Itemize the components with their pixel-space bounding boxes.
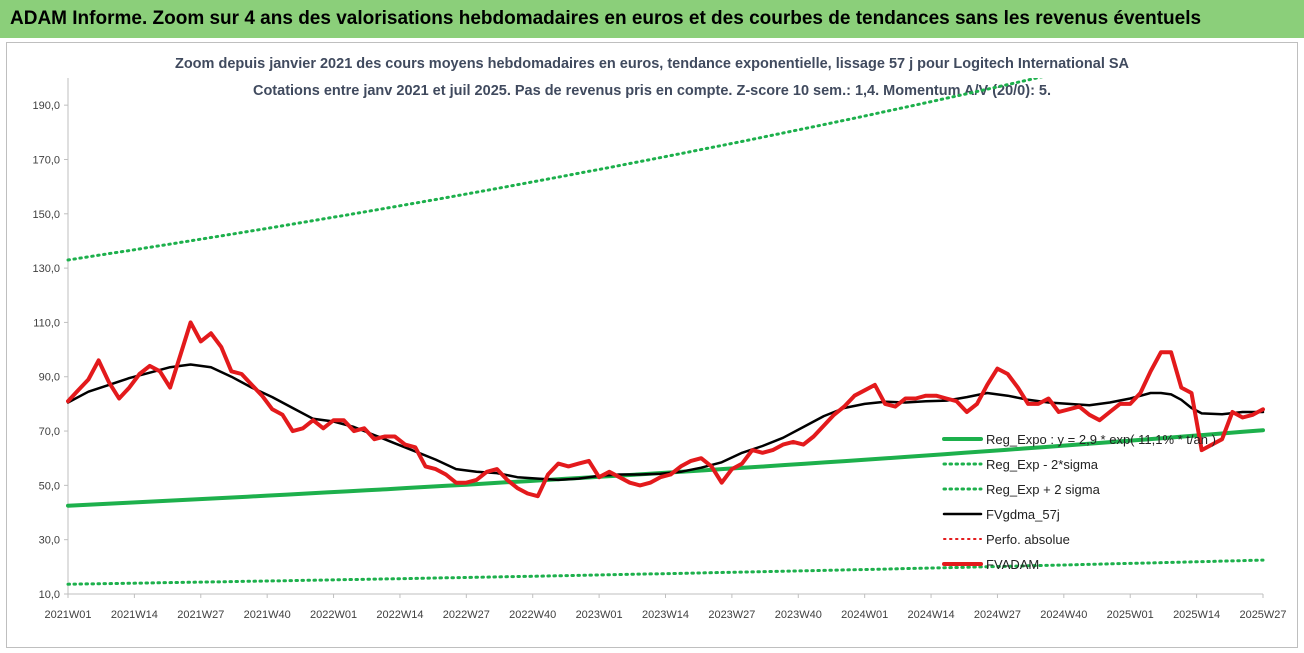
y-tick-label: 130,0 — [32, 263, 60, 275]
x-tick-label: 2023W40 — [775, 609, 822, 621]
legend-label-1: Reg_Exp - 2*sigma — [986, 457, 1099, 472]
y-tick-label: 70,0 — [39, 426, 60, 438]
x-tick-label: 2025W01 — [1107, 609, 1154, 621]
report-title: ADAM Informe. Zoom sur 4 ans des valoris… — [10, 8, 1202, 29]
x-tick-label: 2021W01 — [44, 609, 91, 621]
y-tick-label: 150,0 — [32, 209, 60, 221]
x-tick-label: 2024W40 — [1040, 609, 1087, 621]
series-line-2 — [66, 78, 1044, 262]
chart-frame — [6, 42, 1298, 648]
x-tick-label: 2022W14 — [376, 609, 423, 621]
chart-title: Zoom depuis janvier 2021 des cours moyen… — [175, 56, 1130, 72]
chart-subtitle: Cotations entre janv 2021 et juil 2025. … — [253, 83, 1051, 99]
x-tick-label: 2021W40 — [244, 609, 291, 621]
x-tick-label: 2021W27 — [177, 609, 224, 621]
x-tick-label: 2024W27 — [974, 609, 1021, 621]
x-tick-label: 2021W14 — [111, 609, 158, 621]
y-tick-label: 170,0 — [32, 154, 60, 166]
x-tick-label: 2022W27 — [443, 609, 490, 621]
y-tick-label: 110,0 — [33, 317, 60, 329]
x-tick-label: 2023W01 — [576, 609, 623, 621]
x-tick-label: 2024W14 — [908, 609, 955, 621]
x-tick-label: 2024W01 — [841, 609, 888, 621]
legend-label-0: Reg_Expo : y = 2,9 * exp( 11,1% * t/an ) — [986, 432, 1216, 447]
x-tick-label: 2025W14 — [1173, 609, 1220, 621]
y-tick-label: 10,0 — [39, 589, 60, 601]
legend-label-2: Reg_Exp + 2 sigma — [986, 482, 1101, 497]
x-tick-label: 2023W27 — [708, 609, 755, 621]
series-line-1 — [66, 558, 1265, 586]
legend-label-5: FVADAM — [986, 557, 1039, 572]
series-line-3 — [66, 363, 1265, 482]
y-tick-label: 190,0 — [32, 100, 60, 112]
y-tick-label: 90,0 — [39, 372, 60, 384]
y-tick-label: 50,0 — [39, 480, 60, 492]
y-tick-label: 30,0 — [39, 535, 60, 547]
legend-label-3: FVgdma_57j — [986, 507, 1060, 522]
x-tick-label: 2022W40 — [509, 609, 556, 621]
x-tick-label: 2023W14 — [642, 609, 689, 621]
x-tick-label: 2025W27 — [1239, 609, 1286, 621]
x-tick-label: 2022W01 — [310, 609, 357, 621]
report-header: ADAM Informe. Zoom sur 4 ans des valoris… — [0, 0, 1304, 38]
series-line-5 — [66, 320, 1265, 499]
legend-label-4: Perfo. absolue — [986, 532, 1070, 547]
